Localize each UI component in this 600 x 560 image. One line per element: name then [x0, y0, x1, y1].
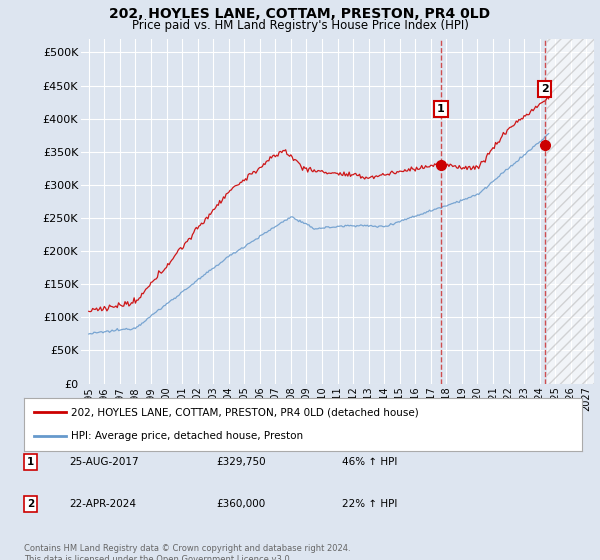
- Text: Price paid vs. HM Land Registry's House Price Index (HPI): Price paid vs. HM Land Registry's House …: [131, 19, 469, 32]
- Text: Contains HM Land Registry data © Crown copyright and database right 2024.
This d: Contains HM Land Registry data © Crown c…: [24, 544, 350, 560]
- Text: 22% ↑ HPI: 22% ↑ HPI: [342, 499, 397, 509]
- Text: 25-AUG-2017: 25-AUG-2017: [69, 457, 139, 467]
- Text: 1: 1: [27, 457, 34, 467]
- Text: 22-APR-2024: 22-APR-2024: [69, 499, 136, 509]
- Text: 202, HOYLES LANE, COTTAM, PRESTON, PR4 0LD (detached house): 202, HOYLES LANE, COTTAM, PRESTON, PR4 0…: [71, 408, 419, 418]
- Text: 202, HOYLES LANE, COTTAM, PRESTON, PR4 0LD: 202, HOYLES LANE, COTTAM, PRESTON, PR4 0…: [109, 7, 491, 21]
- Bar: [547, 39, 594, 384]
- Text: 46% ↑ HPI: 46% ↑ HPI: [342, 457, 397, 467]
- Text: 2: 2: [27, 499, 34, 509]
- Text: HPI: Average price, detached house, Preston: HPI: Average price, detached house, Pres…: [71, 431, 304, 441]
- Text: 2: 2: [541, 84, 548, 94]
- Text: 1: 1: [437, 104, 445, 114]
- Text: £329,750: £329,750: [216, 457, 266, 467]
- Text: £360,000: £360,000: [216, 499, 265, 509]
